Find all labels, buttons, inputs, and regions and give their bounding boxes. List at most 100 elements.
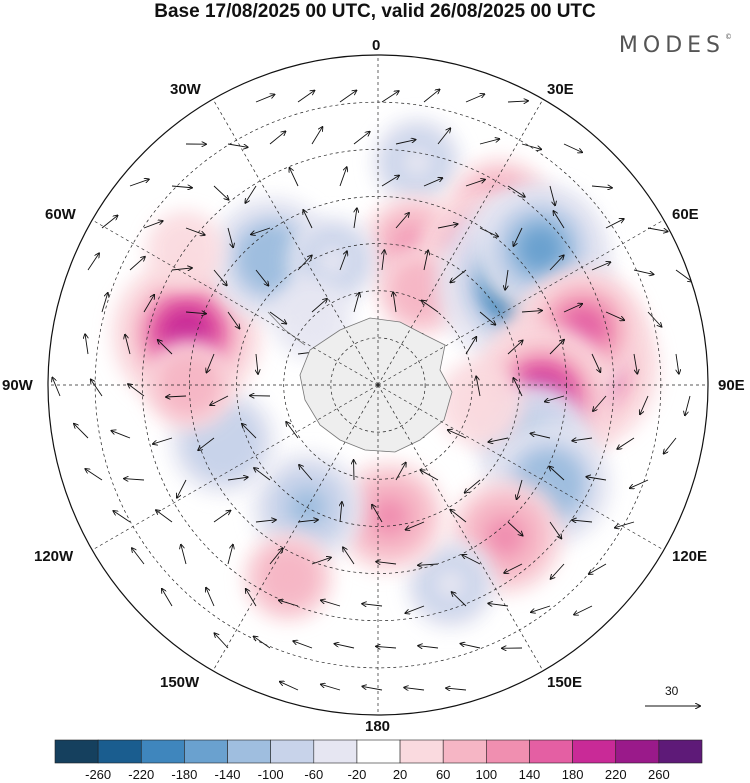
wind-arrow — [545, 395, 565, 402]
colorbar-tick-label: -140 — [214, 767, 241, 782]
wind-arrow — [521, 311, 542, 312]
wind-arrow — [245, 185, 257, 203]
wind-arrow — [615, 521, 635, 528]
meridian-line — [92, 384, 379, 551]
wind-arrow — [177, 479, 187, 498]
label-lon-120w: 120W — [34, 548, 74, 565]
wind-arrow — [647, 227, 668, 232]
wind-arrow — [85, 469, 103, 481]
wind-arrow — [505, 269, 509, 290]
wind-arrow — [605, 219, 624, 229]
wind-arrow — [297, 520, 318, 522]
wind-arrow — [132, 548, 145, 565]
wind-arrow — [513, 378, 523, 397]
wind-arrow — [153, 437, 173, 444]
colorbar-swatch — [529, 739, 573, 764]
wind-arrow — [465, 337, 476, 355]
wind-arrow — [572, 520, 593, 522]
wind-arrow — [479, 311, 495, 325]
wind-arrow — [479, 139, 499, 145]
wind-arrow — [162, 589, 173, 607]
wind-arrow — [129, 179, 149, 187]
wind-arrow — [166, 396, 187, 397]
wind-arrow — [647, 311, 662, 327]
wind-arrow — [269, 311, 286, 324]
wind-arrow — [446, 688, 467, 690]
colorbar-tick-label: 260 — [648, 767, 670, 782]
colorbar-tick-label: 140 — [518, 767, 541, 782]
wind-arrow — [343, 547, 355, 565]
anomaly-cell — [436, 359, 524, 447]
wind-arrow — [339, 167, 347, 187]
colorbar-swatch — [270, 739, 315, 764]
wind-arrow — [255, 520, 276, 522]
wind-arrow — [675, 269, 692, 282]
wind-arrow — [586, 477, 607, 481]
label-lon-90w: 90W — [2, 377, 33, 394]
wind-arrow — [242, 424, 257, 439]
latitude-circle — [236, 243, 520, 527]
wind-arrow — [563, 304, 582, 313]
wind-arrow — [675, 353, 679, 374]
wind-arrow — [479, 227, 498, 237]
wind-arrow — [181, 545, 187, 565]
colorbar-tick-label: -220 — [128, 767, 155, 782]
wind-arrow — [143, 295, 154, 313]
wind-arrow — [353, 132, 370, 145]
reference-vector-value: 30 — [665, 684, 679, 698]
latitude-circle — [283, 290, 473, 480]
wind-arrow — [362, 686, 383, 691]
meridian-line — [92, 219, 379, 386]
wind-arrow — [321, 600, 341, 607]
colorbar-swatch — [184, 739, 228, 764]
wind-arrow — [633, 269, 654, 274]
wind-arrow — [185, 227, 205, 235]
wind-arrow — [125, 335, 131, 355]
wind-arrow — [171, 268, 192, 270]
wind-arrow — [685, 395, 691, 415]
wind-arrow — [255, 94, 275, 103]
graticule — [48, 55, 708, 715]
meridian-line — [377, 384, 544, 671]
colorbar-tick-label: 100 — [475, 767, 498, 782]
wind-arrow — [593, 395, 607, 411]
label-lon-120e: 120E — [672, 548, 708, 565]
wind-arrow — [418, 646, 439, 648]
wind-arrow — [452, 592, 467, 607]
wind-arrow — [246, 589, 257, 607]
wind-arrow — [437, 224, 458, 229]
wind-arrow — [362, 604, 383, 606]
colorbar-tick-label: 180 — [561, 767, 584, 782]
wind-arrow — [280, 682, 299, 691]
wind-arrow — [549, 467, 565, 481]
colorbar-swatch — [140, 739, 185, 764]
wind-arrow — [406, 521, 425, 530]
label-lon-0: 0 — [372, 37, 381, 54]
wind-arrow — [52, 378, 61, 397]
wind-arrow — [213, 269, 227, 285]
anomaly-field — [111, 116, 660, 630]
wind-arrow — [551, 563, 565, 579]
wind-arrow — [206, 588, 215, 607]
wind-arrow — [591, 262, 610, 271]
map-border — [47, 54, 709, 716]
wind-arrow — [303, 210, 313, 229]
wind-arrow — [589, 563, 607, 574]
wind-arrow — [462, 555, 481, 565]
wind-arrow — [129, 257, 145, 271]
anomaly-cell — [333, 460, 446, 573]
meridian-line — [212, 99, 379, 386]
wind-arrow — [640, 395, 649, 414]
label-lon-60w: 60W — [45, 206, 76, 223]
label-lon-30e: 30E — [547, 81, 574, 98]
wind-arrow — [210, 395, 229, 405]
wind-arrow — [113, 511, 131, 523]
wind-arrow — [664, 437, 677, 454]
wind-arrow — [227, 311, 239, 328]
colorbar-tick-label: -20 — [347, 767, 367, 782]
wind-arrow — [605, 311, 624, 320]
colorbar-swatch — [227, 739, 271, 764]
wind-arrow — [213, 185, 229, 200]
meridian-line — [377, 219, 664, 386]
